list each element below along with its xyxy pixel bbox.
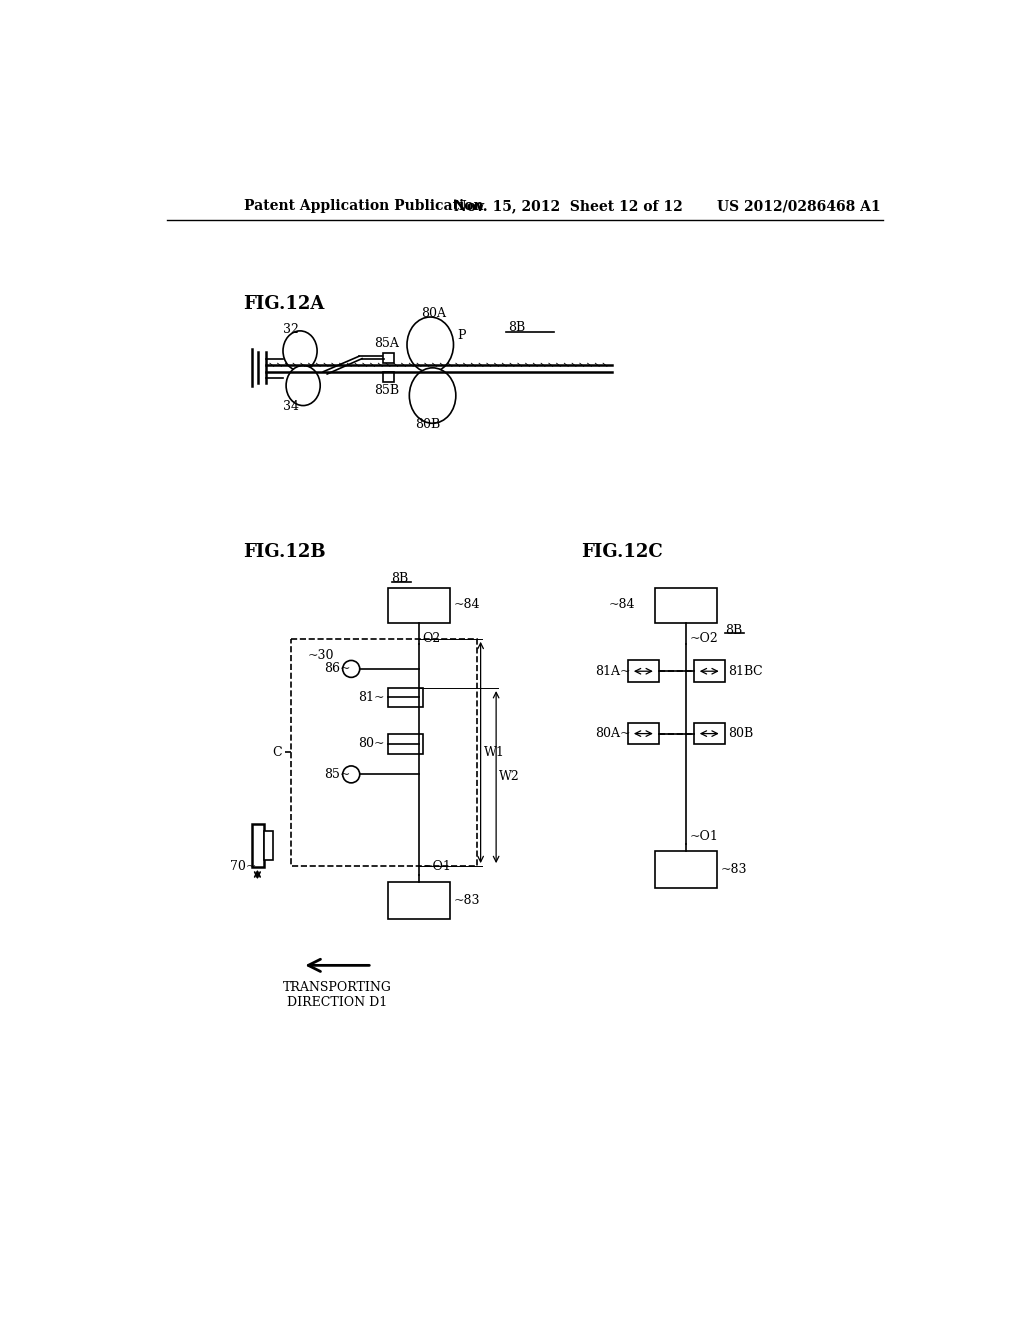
Text: ~O1: ~O1 bbox=[423, 861, 452, 874]
Circle shape bbox=[343, 660, 359, 677]
Text: 85A: 85A bbox=[375, 338, 399, 351]
Text: 8B: 8B bbox=[391, 573, 409, 585]
Bar bbox=[388, 688, 423, 708]
Text: US 2012/0286468 A1: US 2012/0286468 A1 bbox=[717, 199, 881, 213]
Text: C: C bbox=[753, 665, 762, 677]
Text: ~84: ~84 bbox=[454, 598, 480, 611]
Text: 8B: 8B bbox=[508, 321, 525, 334]
Text: 80A: 80A bbox=[421, 306, 445, 319]
Bar bbox=[655, 589, 717, 623]
Bar bbox=[388, 589, 450, 623]
Text: FIG.12B: FIG.12B bbox=[243, 544, 326, 561]
Circle shape bbox=[343, 766, 359, 783]
Text: C: C bbox=[272, 746, 282, 759]
Text: W1: W1 bbox=[483, 746, 505, 759]
Text: 81B: 81B bbox=[728, 665, 753, 677]
Text: 80~: 80~ bbox=[358, 737, 385, 750]
Bar bbox=[383, 372, 394, 383]
Bar bbox=[388, 734, 423, 754]
Text: ~84: ~84 bbox=[608, 598, 635, 611]
Text: ~83: ~83 bbox=[721, 863, 748, 876]
Bar bbox=[263, 830, 273, 859]
Text: 81A~: 81A~ bbox=[595, 665, 631, 677]
Ellipse shape bbox=[410, 368, 456, 424]
Text: 80B: 80B bbox=[415, 418, 440, 432]
Text: 34: 34 bbox=[283, 400, 299, 413]
Text: ~O2: ~O2 bbox=[690, 631, 719, 644]
Text: 81~: 81~ bbox=[358, 690, 385, 704]
Text: 80B: 80B bbox=[728, 727, 753, 741]
Bar bbox=[628, 723, 658, 744]
Text: 32: 32 bbox=[283, 323, 299, 335]
Text: 85~: 85~ bbox=[324, 768, 350, 781]
Ellipse shape bbox=[283, 331, 317, 371]
Text: Nov. 15, 2012  Sheet 12 of 12: Nov. 15, 2012 Sheet 12 of 12 bbox=[454, 199, 682, 213]
Bar bbox=[693, 723, 725, 744]
Text: W2: W2 bbox=[500, 770, 520, 783]
Bar bbox=[388, 882, 450, 919]
Ellipse shape bbox=[407, 317, 454, 372]
Text: 86~: 86~ bbox=[324, 663, 350, 676]
Text: 8B: 8B bbox=[725, 624, 742, 638]
Text: ~30: ~30 bbox=[308, 649, 334, 663]
Text: 85B: 85B bbox=[375, 384, 399, 397]
Bar bbox=[383, 354, 394, 363]
Text: 70~: 70~ bbox=[230, 861, 257, 874]
Bar bbox=[628, 660, 658, 682]
Bar bbox=[693, 660, 725, 682]
Ellipse shape bbox=[286, 366, 321, 405]
Text: ~83: ~83 bbox=[454, 894, 480, 907]
Text: O2: O2 bbox=[423, 631, 440, 644]
Text: 80A~: 80A~ bbox=[595, 727, 631, 741]
Text: FIG.12A: FIG.12A bbox=[243, 296, 324, 313]
Bar bbox=[252, 825, 263, 867]
Text: ~O1: ~O1 bbox=[690, 829, 719, 842]
Text: Patent Application Publication: Patent Application Publication bbox=[245, 199, 484, 213]
Bar bbox=[655, 851, 717, 888]
Text: P: P bbox=[458, 329, 466, 342]
Bar bbox=[291, 639, 477, 866]
Text: TRANSPORTING
DIRECTION D1: TRANSPORTING DIRECTION D1 bbox=[283, 981, 392, 1008]
Text: FIG.12C: FIG.12C bbox=[582, 544, 664, 561]
